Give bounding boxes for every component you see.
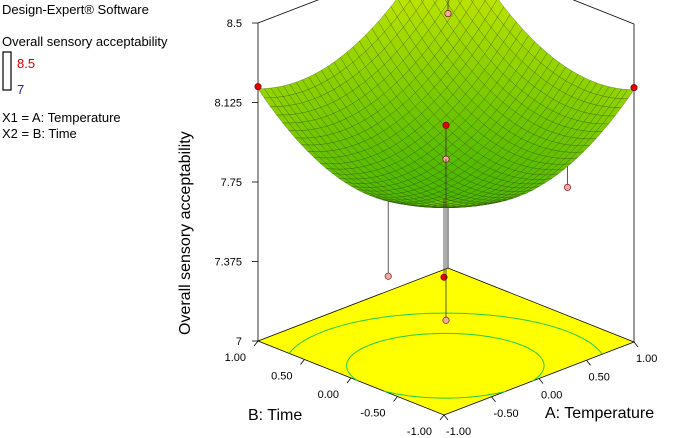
- response-surface: [257, 0, 635, 208]
- design-point: [563, 183, 571, 191]
- y-tick-mark: [346, 377, 352, 384]
- x-tick-mark: [586, 360, 591, 366]
- frame-edge-top-left: [257, 0, 319, 24]
- surface-patch: [445, 0, 450, 4]
- design-point: [442, 316, 450, 324]
- software-label: Design-Expert® Software: [2, 2, 149, 17]
- contour-line-7.9: [346, 332, 545, 399]
- surface-patch: [432, 0, 438, 4]
- y-tick-label: 0.00: [318, 389, 339, 401]
- legend-min-label: 7: [17, 82, 24, 97]
- z-tick-label: 8.5: [227, 18, 242, 30]
- legend-color-box: [2, 51, 12, 91]
- x-axis-ticks: -1.00 -0.50 0.00 0.50 1.00: [443, 341, 657, 438]
- surface-patch: [470, 0, 475, 3]
- z-tick-label: 8.125: [214, 98, 242, 110]
- surface-patch: [457, 0, 463, 4]
- y-axis-title: B: Time: [248, 407, 302, 424]
- design-points: [254, 0, 638, 324]
- x-tick-label: 0.50: [589, 371, 610, 383]
- y-tick-mark: [300, 359, 305, 365]
- design-point: [384, 272, 392, 280]
- design-point: [440, 273, 448, 281]
- y-tick-mark: [393, 396, 398, 402]
- z-tick-label: 7.375: [214, 257, 242, 269]
- surface-patch: [420, 0, 425, 3]
- frame-edge-top-right: [572, 0, 635, 25]
- x-tick-label: 1.00: [636, 353, 657, 365]
- contour-line-8.05: [288, 312, 603, 355]
- y-tick-label: 0.50: [271, 371, 292, 383]
- factor-x1-label: X1 = A: Temperature: [2, 110, 121, 125]
- y-tick-label: -1.00: [407, 426, 432, 438]
- z-tick-label: 7.75: [221, 177, 242, 189]
- y-tick-mark: [439, 414, 445, 421]
- design-point: [254, 83, 262, 91]
- y-tick-label: -0.50: [360, 408, 385, 420]
- x-tick-mark: [443, 414, 449, 421]
- z-tick-label: 7: [236, 336, 242, 348]
- z-axis-ticks: 7 7.375 7.75 8.125 8.5: [214, 18, 258, 348]
- legend-max-label: 8.5: [17, 56, 35, 71]
- y-axis-ticks: -1.00 -0.50 0.00 0.50 1.00: [225, 340, 445, 438]
- x-tick-label: -1.00: [446, 426, 471, 438]
- legend-title: Overall sensory acceptability: [2, 34, 168, 49]
- x-tick-mark: [491, 396, 496, 402]
- plot-area: 7 7.375 7.75 8.125 8.5 -1.00 -0.50 0.00 0.50 1.00…: [214, 0, 657, 438]
- y-tick-label: 1.00: [225, 352, 246, 364]
- contour-floor: [256, 267, 636, 416]
- x-tick-mark: [633, 341, 639, 348]
- x-tick-label: 0.00: [541, 390, 562, 402]
- design-point: [444, 10, 452, 18]
- factor-x2-label: X2 = B: Time: [2, 126, 77, 141]
- design-point: [442, 121, 450, 129]
- x-tick-label: -0.50: [494, 408, 519, 420]
- x-tick-mark: [538, 378, 544, 384]
- x-axis-title: A: Temperature: [545, 405, 654, 422]
- y-tick-mark: [253, 340, 259, 347]
- design-point: [630, 84, 638, 92]
- z-axis-title: Overall sensory acceptability: [177, 131, 194, 335]
